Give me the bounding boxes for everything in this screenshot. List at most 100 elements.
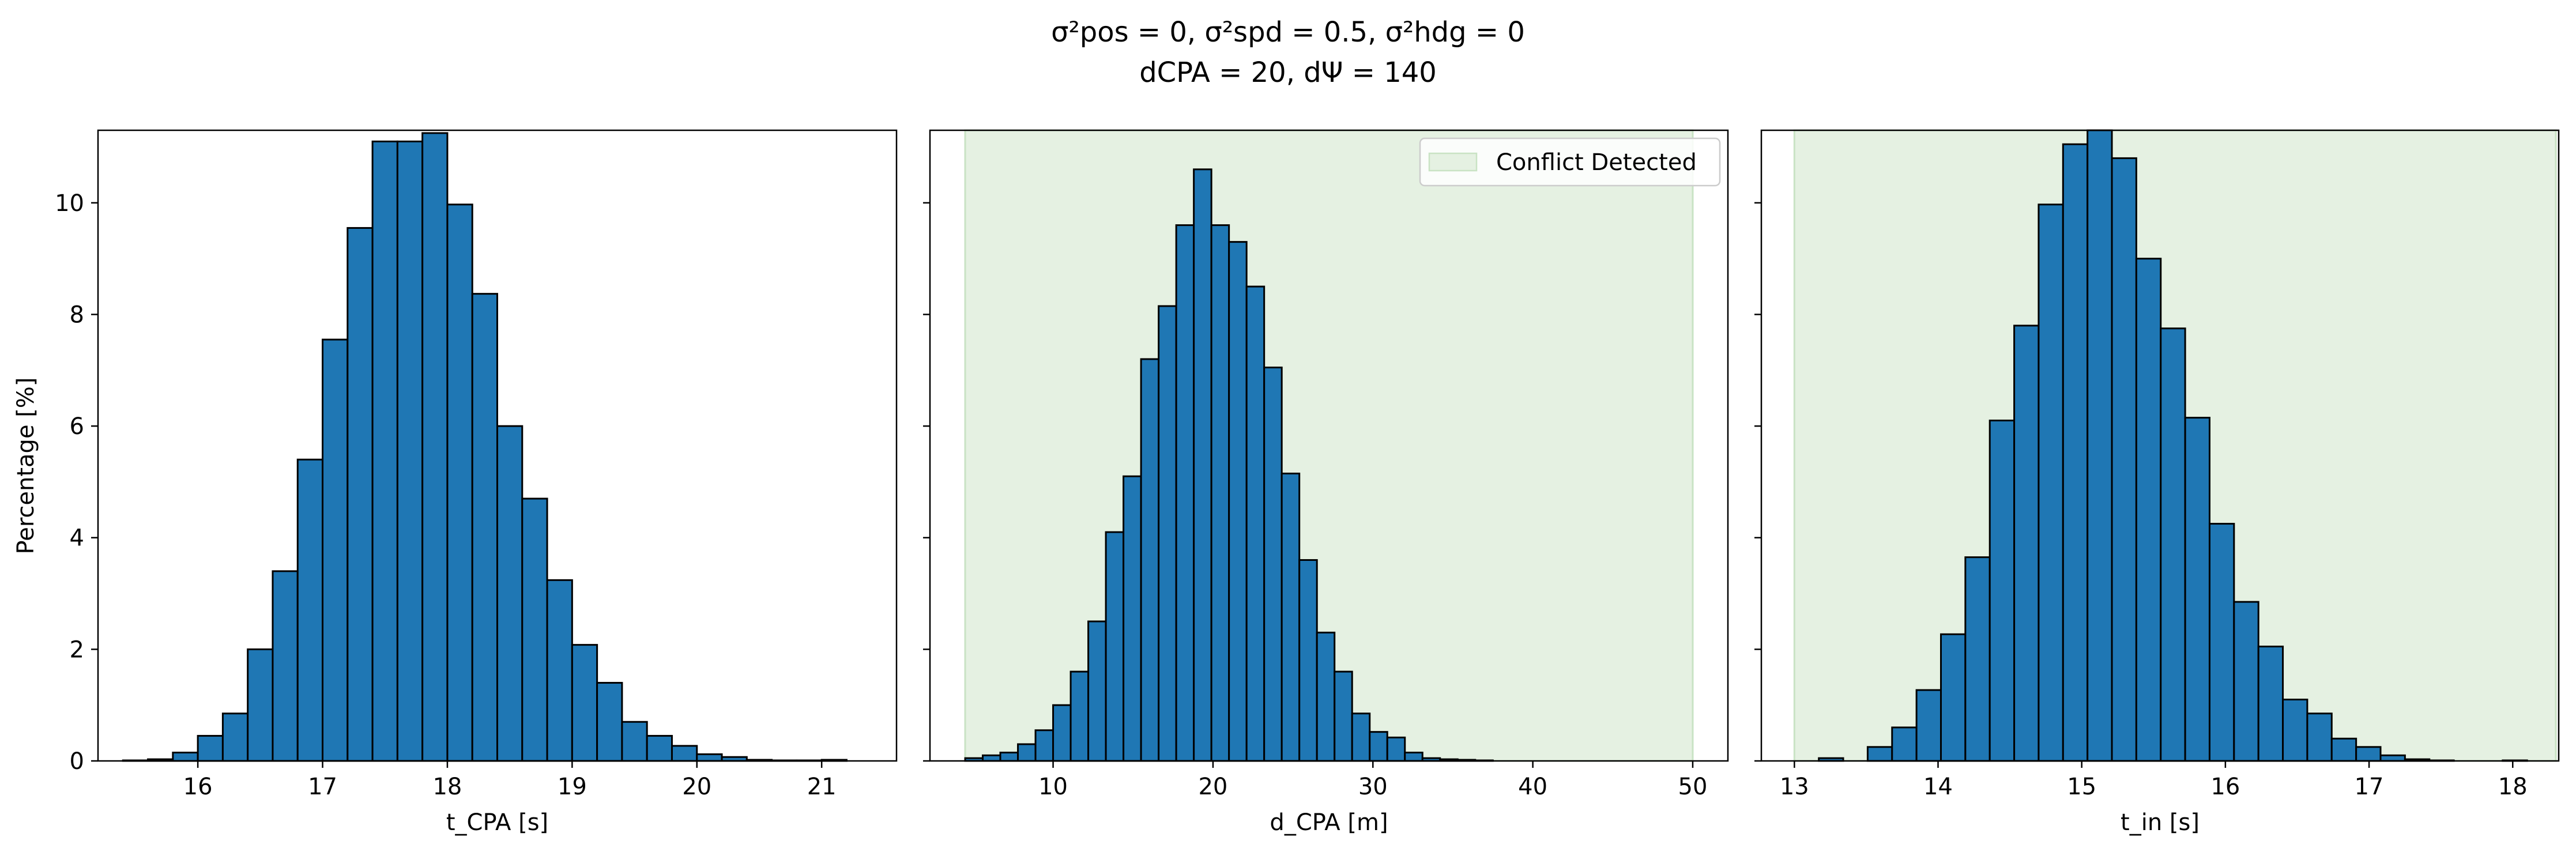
histogram-bar [2282, 699, 2308, 762]
plot-frame [929, 129, 1729, 762]
x-tick-label: 10 [1038, 774, 1068, 800]
histogram-bar [1087, 620, 1107, 762]
histogram-bar [296, 458, 324, 762]
histogram-bar [1386, 736, 1406, 762]
histogram-bar [371, 140, 398, 762]
x-axis-label: t_in [s] [2121, 809, 2200, 836]
x-tick-label: 17 [2355, 774, 2384, 800]
histogram-bar [2013, 325, 2040, 762]
histogram-bar [197, 734, 224, 762]
histogram-bar [1404, 751, 1423, 762]
histogram-bar [521, 497, 548, 762]
histogram-bar [1017, 743, 1037, 762]
legend-swatch [1428, 152, 1478, 172]
histogram-bar [247, 648, 274, 762]
histogram-bar [2233, 601, 2259, 762]
histogram-bar [2184, 417, 2210, 762]
histogram-bar [2379, 754, 2406, 762]
histogram-bar [546, 579, 573, 762]
x-tick-label: 30 [1358, 774, 1388, 800]
histogram-bar [1369, 731, 1388, 762]
histogram-bar [2330, 737, 2357, 762]
x-axis-label: t_CPA [s] [446, 809, 548, 836]
figure-title-line1: σ²pos = 0, σ²spd = 0.5, σ²hdg = 0 [1051, 16, 1525, 48]
histogram-bar [172, 751, 199, 762]
histogram-bar [571, 644, 598, 762]
x-tick-label: 16 [2210, 774, 2240, 800]
histogram-bar [671, 745, 698, 762]
x-tick-label: 14 [1923, 774, 1953, 800]
plot-frame [97, 129, 898, 762]
histogram-bar [2062, 143, 2089, 762]
histogram-bar [2306, 712, 2333, 762]
x-tick-label: 19 [558, 774, 587, 800]
legend-label: Conflict Detected [1496, 149, 1697, 176]
histogram-bar [1915, 689, 1942, 762]
legend-box [1419, 137, 1721, 187]
histogram-bar [2257, 646, 2284, 762]
plot-frame [1760, 129, 2560, 762]
histogram-bar [621, 721, 648, 762]
panel-t-in: 13 14 15 16 17 18 t_in [s] [1754, 129, 2560, 836]
histogram-bar [396, 140, 424, 762]
x-tick-label: 18 [2498, 774, 2528, 800]
y-tick-label: 10 [55, 190, 84, 217]
histogram-bar [596, 681, 623, 762]
histogram-bar [2355, 746, 2382, 762]
histogram-bar [1351, 712, 1371, 762]
histogram-bar [221, 712, 249, 762]
histogram-bar [1210, 224, 1230, 762]
histogram-bar [1175, 224, 1195, 762]
histogram-bar [1989, 419, 2016, 762]
histogram-bar [1866, 746, 1893, 762]
x-tick-label: 20 [1198, 774, 1227, 800]
histogram-bar [1105, 531, 1125, 762]
histogram-bar [1263, 366, 1283, 762]
histogram-bar [1281, 472, 1301, 762]
panel-d-cpa: 10 20 30 40 50 d_CPA [m] Conflict Detected [923, 129, 1729, 836]
histogram-bar [446, 203, 473, 762]
y-tick-label: 4 [70, 525, 84, 552]
histogram-bar [1245, 285, 1266, 762]
x-tick-label: 21 [807, 774, 837, 800]
histogram-bar [272, 570, 299, 762]
y-tick-label: 0 [70, 748, 84, 775]
y-tick-label: 6 [70, 413, 84, 440]
y-tick-label: 8 [70, 301, 84, 328]
histogram-bar [1069, 670, 1090, 762]
histogram-bar [1298, 559, 1318, 762]
x-tick-label: 17 [308, 774, 337, 800]
histogram-bar [646, 734, 673, 762]
x-tick-label: 13 [1780, 774, 1809, 800]
histogram-bar [2087, 129, 2113, 762]
histogram-bar [1140, 358, 1160, 762]
histogram-bar [1034, 729, 1054, 762]
histogram-bar [1052, 704, 1072, 762]
histogram-bar [1228, 241, 1248, 762]
histogram-bar [1939, 633, 1967, 762]
histogram-bar [2135, 258, 2162, 762]
x-tick-label: 50 [1678, 774, 1708, 800]
histogram-bar [999, 751, 1019, 762]
histogram-bar [1123, 475, 1142, 762]
panel-t-cpa: 16 17 18 19 20 21 0 2 4 6 8 10 t_CPA [s] [55, 129, 898, 836]
histogram-bar [1891, 726, 1918, 762]
histogram-bar [2038, 203, 2064, 762]
x-tick-label: 18 [432, 774, 462, 800]
histogram-bar [2111, 157, 2137, 762]
y-tick-label: 2 [70, 636, 84, 663]
histogram-bar [471, 293, 498, 762]
histogram-bar [982, 754, 1001, 762]
histogram-bar [2160, 327, 2186, 762]
histogram-bar [496, 425, 524, 762]
x-tick-label: 20 [682, 774, 711, 800]
histogram-bar [1316, 631, 1336, 762]
x-tick-label: 40 [1518, 774, 1547, 800]
histogram-bar [1964, 556, 1991, 762]
x-axis-label: d_CPA [m] [1270, 809, 1388, 836]
y-axis-label: Percentage [%] [13, 378, 39, 555]
histogram-bar [2208, 523, 2235, 762]
histogram-bar [1193, 168, 1212, 762]
histogram-bar [696, 753, 723, 762]
